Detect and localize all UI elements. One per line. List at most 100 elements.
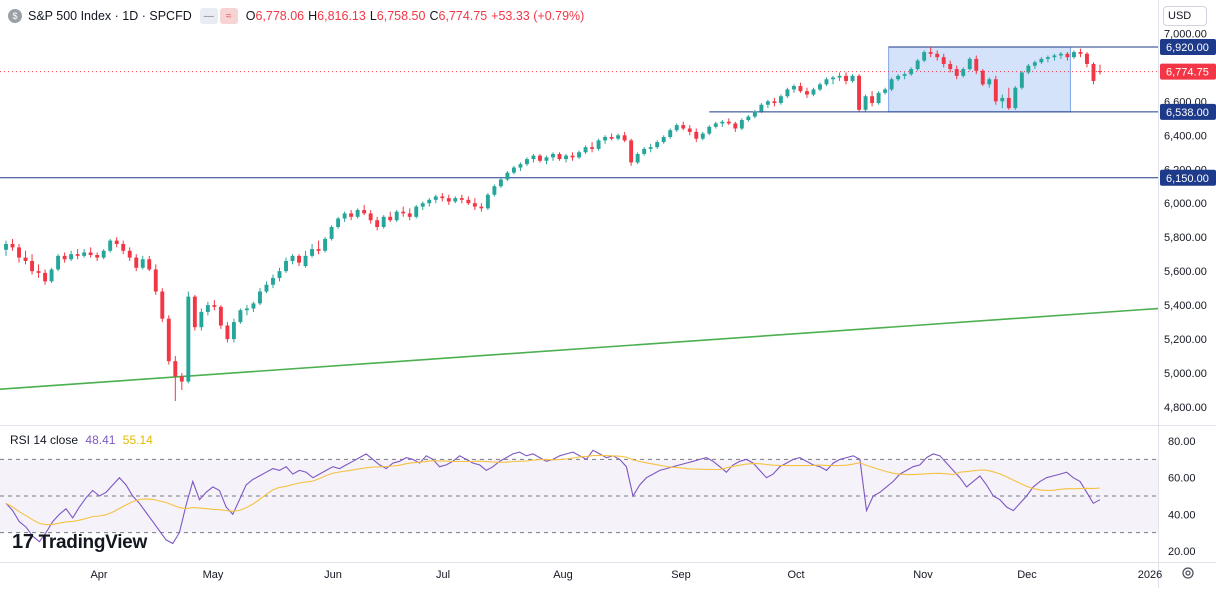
- candle-body: [883, 89, 888, 93]
- candle-body: [166, 318, 171, 362]
- candle-body: [362, 210, 367, 214]
- candle-body: [564, 155, 568, 160]
- candle-body: [492, 186, 497, 195]
- candle-body: [811, 89, 816, 95]
- time-axis-tick: Dec: [1017, 569, 1037, 581]
- candle-body: [23, 257, 28, 261]
- wave-icon[interactable]: ≈: [219, 8, 238, 24]
- high-label: H: [308, 9, 318, 23]
- candle-body: [609, 136, 614, 139]
- candle-body: [1098, 71, 1102, 73]
- low-value: 6,758.50: [376, 9, 426, 23]
- currency-selector[interactable]: USD: [1163, 6, 1207, 26]
- tradingview-logo[interactable]: 17 TradingView: [12, 531, 147, 554]
- candle-body: [759, 104, 764, 112]
- candle-body: [453, 198, 458, 202]
- candle-body: [10, 243, 15, 248]
- rsi-ma-line[interactable]: [5, 454, 1101, 526]
- candle-body: [909, 69, 914, 75]
- candle-body: [414, 206, 419, 217]
- candle-body: [316, 249, 321, 251]
- candle-body: [82, 252, 87, 256]
- candle-body: [271, 277, 275, 285]
- candle-body: [831, 77, 835, 80]
- candle-body: [596, 140, 601, 149]
- rsi-legend[interactable]: RSI 14 close 48.41 55.14: [10, 433, 153, 447]
- candle-body: [49, 269, 54, 282]
- candle-body: [95, 255, 100, 258]
- candle-body: [791, 86, 796, 90]
- candle-body: [577, 152, 582, 158]
- candle-body: [544, 157, 549, 161]
- candle-body: [681, 125, 686, 129]
- candle-body: [1058, 53, 1063, 56]
- candle-body: [394, 211, 399, 221]
- low-label: L: [369, 9, 377, 23]
- trend-line[interactable]: [0, 307, 1159, 390]
- close-value: 6,774.75: [438, 9, 488, 23]
- candle-body: [375, 220, 380, 227]
- candle-body: [36, 271, 41, 273]
- candle-body: [1052, 55, 1057, 58]
- candle-body: [746, 116, 751, 121]
- symbol-logo-icon[interactable]: $: [8, 9, 22, 23]
- price-axis-tick: 6,000.00: [1164, 198, 1207, 210]
- candle-body: [603, 136, 608, 141]
- candle-body: [974, 58, 979, 71]
- candle-body: [1071, 52, 1076, 58]
- candle-body: [915, 60, 920, 70]
- candle-body: [739, 120, 744, 129]
- price-axis-tick: 5,800.00: [1164, 232, 1207, 244]
- candle-body: [381, 216, 386, 227]
- candle-body: [218, 306, 223, 326]
- rsi-axis-tick: 80.00: [1168, 436, 1196, 448]
- candle-body: [616, 135, 621, 139]
- candle-body: [225, 325, 230, 340]
- candle-body: [388, 216, 393, 221]
- price-axis-tick: 6,400.00: [1164, 130, 1207, 142]
- candle-body: [570, 155, 575, 158]
- settings-gear-icon[interactable]: [1181, 566, 1195, 580]
- candle-body: [472, 203, 477, 207]
- candle-body: [407, 213, 412, 217]
- candle-body: [726, 121, 731, 124]
- candle-body: [1019, 72, 1024, 88]
- candle-body: [160, 291, 165, 319]
- candle-body: [140, 259, 145, 268]
- candle-body: [446, 198, 451, 202]
- price-label-677475: [1160, 63, 1216, 80]
- candle-body: [844, 75, 848, 81]
- candle-body: [922, 52, 927, 61]
- candle-body: [238, 310, 243, 323]
- hide-icon[interactable]: —: [199, 8, 218, 24]
- candle-body: [75, 254, 80, 256]
- candle-body: [173, 361, 178, 377]
- symbol-title[interactable]: S&P 500 Index · 1D · SPCFD: [28, 9, 192, 23]
- close-label: C: [429, 9, 439, 23]
- candle-body: [694, 131, 699, 139]
- candle-body: [4, 243, 8, 250]
- candle-body: [876, 92, 881, 104]
- candle-body: [687, 128, 692, 132]
- time-axis-tick: Aug: [553, 569, 573, 581]
- candle-body: [1006, 97, 1011, 109]
- candle-body: [590, 147, 595, 149]
- candle-body: [733, 123, 738, 129]
- candle-body: [863, 96, 868, 110]
- rsi-axis-tick: 20.00: [1168, 546, 1196, 558]
- price-label-text: 6,538.00: [1166, 107, 1209, 119]
- candle-body: [1013, 87, 1018, 109]
- time-axis-tick: May: [203, 569, 224, 581]
- candle-body: [1078, 52, 1083, 54]
- candle-body: [479, 206, 484, 209]
- candle-body: [69, 254, 74, 260]
- candle-body: [857, 75, 862, 110]
- range-rectangle[interactable]: [888, 46, 1071, 113]
- candle-body: [43, 272, 48, 282]
- candle-body: [17, 247, 21, 258]
- candle-body: [251, 303, 256, 309]
- price-label-text: 6,920.00: [1166, 42, 1209, 54]
- candle-body: [531, 155, 536, 160]
